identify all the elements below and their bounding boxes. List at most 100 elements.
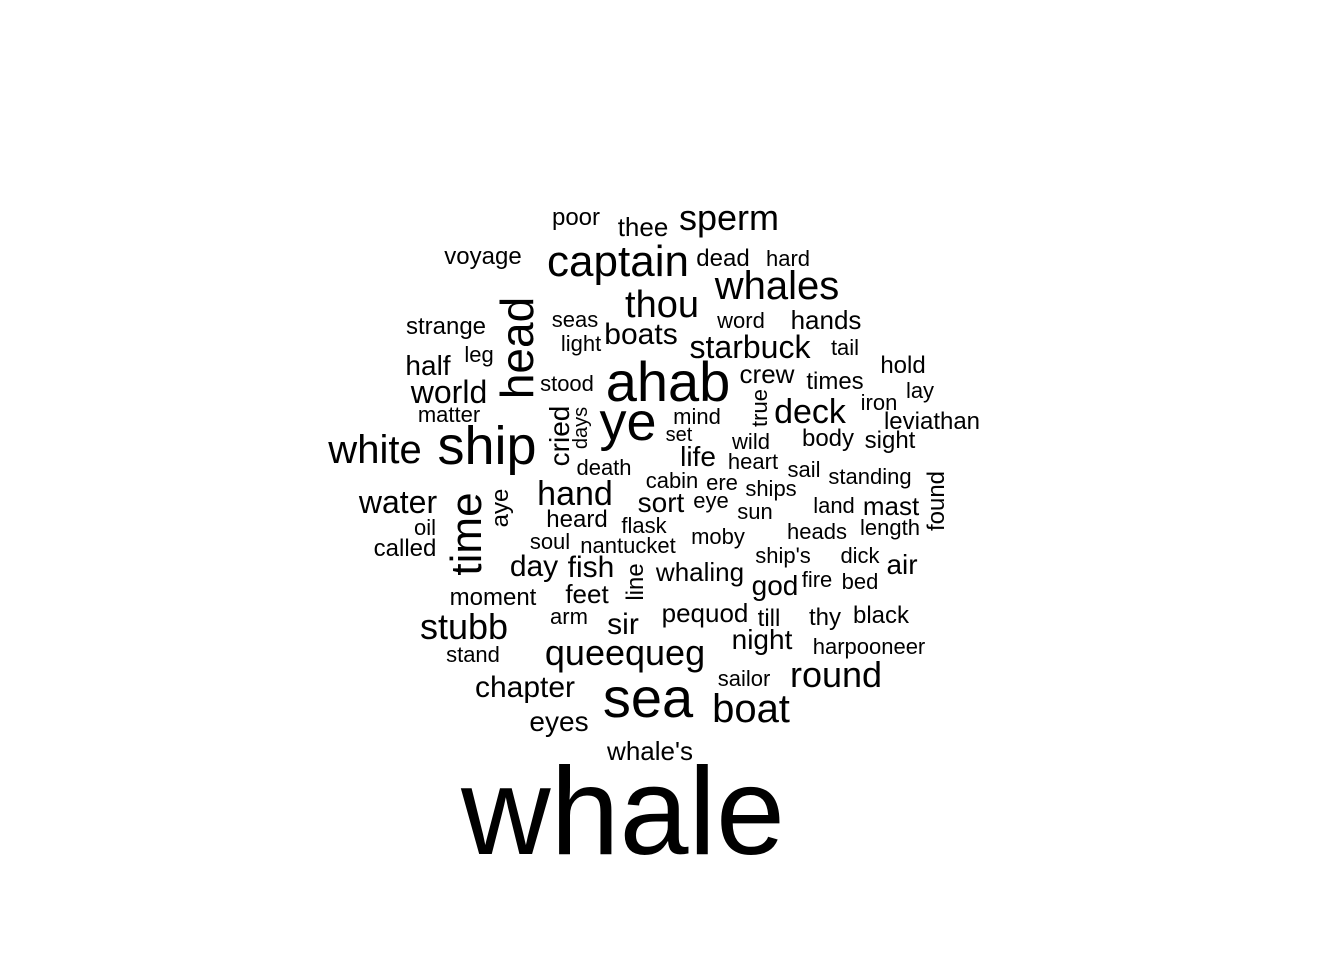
word-whales: whales: [714, 264, 840, 308]
word-stand: stand: [446, 642, 500, 667]
word-starbuck: starbuck: [689, 329, 811, 365]
word-fire: fire: [801, 567, 833, 592]
word-oil: oil: [413, 515, 437, 540]
word-half: half: [405, 350, 451, 381]
word-night: night: [731, 624, 793, 655]
word-word: word: [717, 308, 765, 333]
word-air: air: [886, 549, 918, 580]
word-mast: mast: [862, 491, 920, 521]
word-land: land: [813, 493, 855, 518]
word-moby: moby: [691, 524, 745, 549]
word-thou: thou: [625, 284, 699, 326]
word-heard: heard: [546, 506, 608, 533]
word-matter: matter: [417, 402, 481, 427]
word-thy: thy: [808, 604, 842, 631]
word-ahab: ahab: [605, 350, 731, 413]
word-strange: strange: [405, 313, 487, 340]
word-sort: sort: [637, 487, 685, 518]
word-sea: sea: [602, 666, 694, 729]
word-aye: aye: [487, 488, 514, 528]
word-dead: dead: [696, 245, 750, 272]
word-dick: dick: [840, 543, 880, 568]
word-ye: ye: [599, 392, 657, 452]
word-voyage: voyage: [444, 243, 522, 270]
word-ere: ere: [706, 470, 738, 495]
word-life: life: [680, 441, 716, 472]
word-standing: standing: [828, 464, 912, 489]
word-mind: mind: [673, 404, 721, 429]
word-length: length: [860, 515, 920, 540]
word-death: death: [576, 455, 632, 480]
word-ship: ship: [437, 416, 537, 476]
word-round: round: [789, 654, 883, 695]
word-seas: seas: [551, 307, 599, 332]
word-body: body: [801, 425, 855, 452]
word-iron: iron: [860, 390, 898, 415]
word-wild: wild: [732, 429, 770, 454]
word-ships: ships: [745, 476, 797, 501]
word-line: line: [622, 563, 649, 601]
word-feet: feet: [565, 579, 609, 609]
word-leviathan: leviathan: [883, 408, 981, 435]
word-bed: bed: [841, 569, 879, 594]
word-god: god: [751, 570, 799, 601]
word-heart: heart: [727, 449, 779, 474]
word-light: light: [560, 331, 602, 356]
word-hands: hands: [790, 305, 862, 335]
word-world: world: [410, 374, 488, 410]
word-hard: hard: [765, 246, 811, 271]
word-eyes: eyes: [529, 706, 589, 737]
word-cabin: cabin: [645, 468, 699, 493]
word-leg: leg: [464, 342, 494, 367]
word-water: water: [358, 484, 438, 520]
word-pequod: pequod: [661, 598, 749, 628]
word-moment: moment: [449, 584, 537, 611]
word-found: found: [923, 470, 950, 532]
word-days: days: [570, 406, 592, 450]
word-queequeg: queequeg: [544, 632, 706, 673]
word-white: white: [328, 428, 422, 472]
word-eye: eye: [693, 488, 729, 513]
word-whaling: whaling: [655, 557, 745, 587]
word-tail: tail: [830, 335, 860, 360]
word-whale: whale: [461, 743, 785, 881]
word-set: set: [665, 424, 693, 446]
word-whales-possessive: whale's: [607, 736, 693, 766]
word-harpooneer: harpooneer: [812, 634, 926, 659]
word-deck: deck: [774, 393, 846, 431]
word-time: time: [442, 492, 491, 576]
word-thee: thee: [617, 212, 669, 242]
word-black: black: [852, 602, 910, 629]
word-fish: fish: [567, 551, 615, 584]
word-sight: sight: [864, 427, 916, 454]
word-poor: poor: [551, 204, 601, 231]
word-arm: arm: [550, 604, 588, 629]
word-nantucket: nantucket: [580, 533, 676, 558]
word-chapter: chapter: [474, 671, 576, 704]
word-till: till: [757, 605, 781, 632]
word-sir: sir: [607, 608, 639, 641]
word-hand: hand: [537, 475, 613, 513]
word-sperm: sperm: [678, 197, 780, 238]
word-head: head: [491, 296, 543, 400]
word-flask: flask: [621, 513, 667, 538]
word-called: called: [373, 535, 437, 562]
word-boats: boats: [604, 318, 678, 351]
word-soul: soul: [529, 529, 571, 554]
word-stood: stood: [540, 371, 594, 396]
word-lay: lay: [905, 378, 935, 403]
word-hold: hold: [880, 352, 926, 379]
word-sail: sail: [787, 457, 821, 482]
word-boat: boat: [712, 687, 790, 731]
word-times: times: [806, 368, 864, 395]
word-sailor: sailor: [717, 666, 771, 691]
word-ships-possessive: ship's: [755, 543, 811, 568]
word-sun: sun: [737, 499, 773, 524]
word-stubb: stubb: [419, 606, 509, 647]
word-true: true: [747, 389, 772, 427]
word-heads: heads: [787, 519, 847, 544]
word-crew: crew: [739, 359, 795, 389]
word-captain: captain: [547, 237, 689, 286]
word-day: day: [509, 550, 559, 583]
